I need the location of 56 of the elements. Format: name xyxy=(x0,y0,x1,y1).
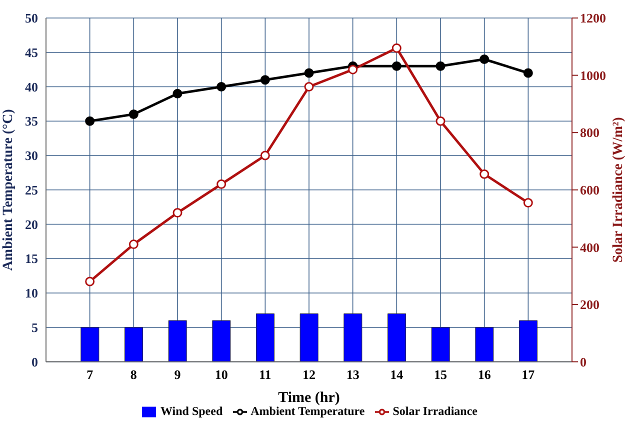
y2-tick-label: 1200 xyxy=(580,10,606,26)
y2-tick-label: 800 xyxy=(580,125,600,140)
point xyxy=(216,179,226,189)
y2-axis-title: Solar Irradiance (W/m²) xyxy=(611,116,626,263)
point xyxy=(480,169,490,179)
y2-tick-label: 200 xyxy=(580,297,600,312)
point xyxy=(436,61,446,71)
y-tick-label: 35 xyxy=(25,114,38,129)
y-tick-label: 5 xyxy=(32,320,38,335)
x-tick-label: 14 xyxy=(390,366,404,382)
x-tick-label: 13 xyxy=(346,366,360,382)
x-tick-label: 17 xyxy=(522,366,536,382)
x-tick-label: 11 xyxy=(259,366,272,382)
point xyxy=(392,61,402,71)
y-tick-label: 45 xyxy=(25,44,38,60)
x-tick-label: 10 xyxy=(214,366,228,382)
x-tick-label: 8 xyxy=(130,366,138,382)
y2-tick-label: 1000 xyxy=(580,68,606,83)
point xyxy=(128,240,138,250)
point xyxy=(260,75,270,85)
x-tick-label: 12 xyxy=(302,366,316,382)
point xyxy=(436,116,446,126)
point xyxy=(216,82,226,92)
y2-tick-label: 400 xyxy=(580,240,600,255)
y-tick-label: 40 xyxy=(25,79,38,94)
legend-label: Wind Speed xyxy=(160,404,223,418)
x-tick-label: 15 xyxy=(434,366,448,382)
x-tick-label: 9 xyxy=(174,366,182,382)
y-tick-label: 30 xyxy=(25,148,38,164)
point xyxy=(172,88,182,98)
y-tick-label: 0 xyxy=(32,354,38,370)
point xyxy=(304,82,314,92)
point xyxy=(260,150,270,160)
y-tick-label: 15 xyxy=(25,251,38,266)
point xyxy=(85,276,95,286)
x-tick-label: 7 xyxy=(86,366,94,382)
y-axis-title: Ambient Temperature (°C) xyxy=(1,108,16,271)
y-tick-label: 10 xyxy=(25,286,38,301)
point xyxy=(392,43,402,53)
point xyxy=(304,68,314,78)
legend-label: Solar Irradiance xyxy=(392,404,478,418)
point xyxy=(523,68,533,78)
y-tick-label: 20 xyxy=(25,216,38,232)
y-tick-label: 25 xyxy=(25,182,38,198)
point xyxy=(348,64,358,74)
legend-label: Ambient Temperature xyxy=(250,404,365,418)
y2-tick-label: 600 xyxy=(580,182,600,198)
point xyxy=(128,110,138,119)
point xyxy=(480,54,490,64)
point xyxy=(85,116,95,126)
y2-tick-label: 0 xyxy=(580,354,586,370)
y-tick-label: 50 xyxy=(25,10,38,26)
x-tick-label: 16 xyxy=(478,366,492,382)
x-axis-title: Time (hr) xyxy=(278,390,340,406)
point xyxy=(523,198,533,208)
point xyxy=(172,208,182,218)
